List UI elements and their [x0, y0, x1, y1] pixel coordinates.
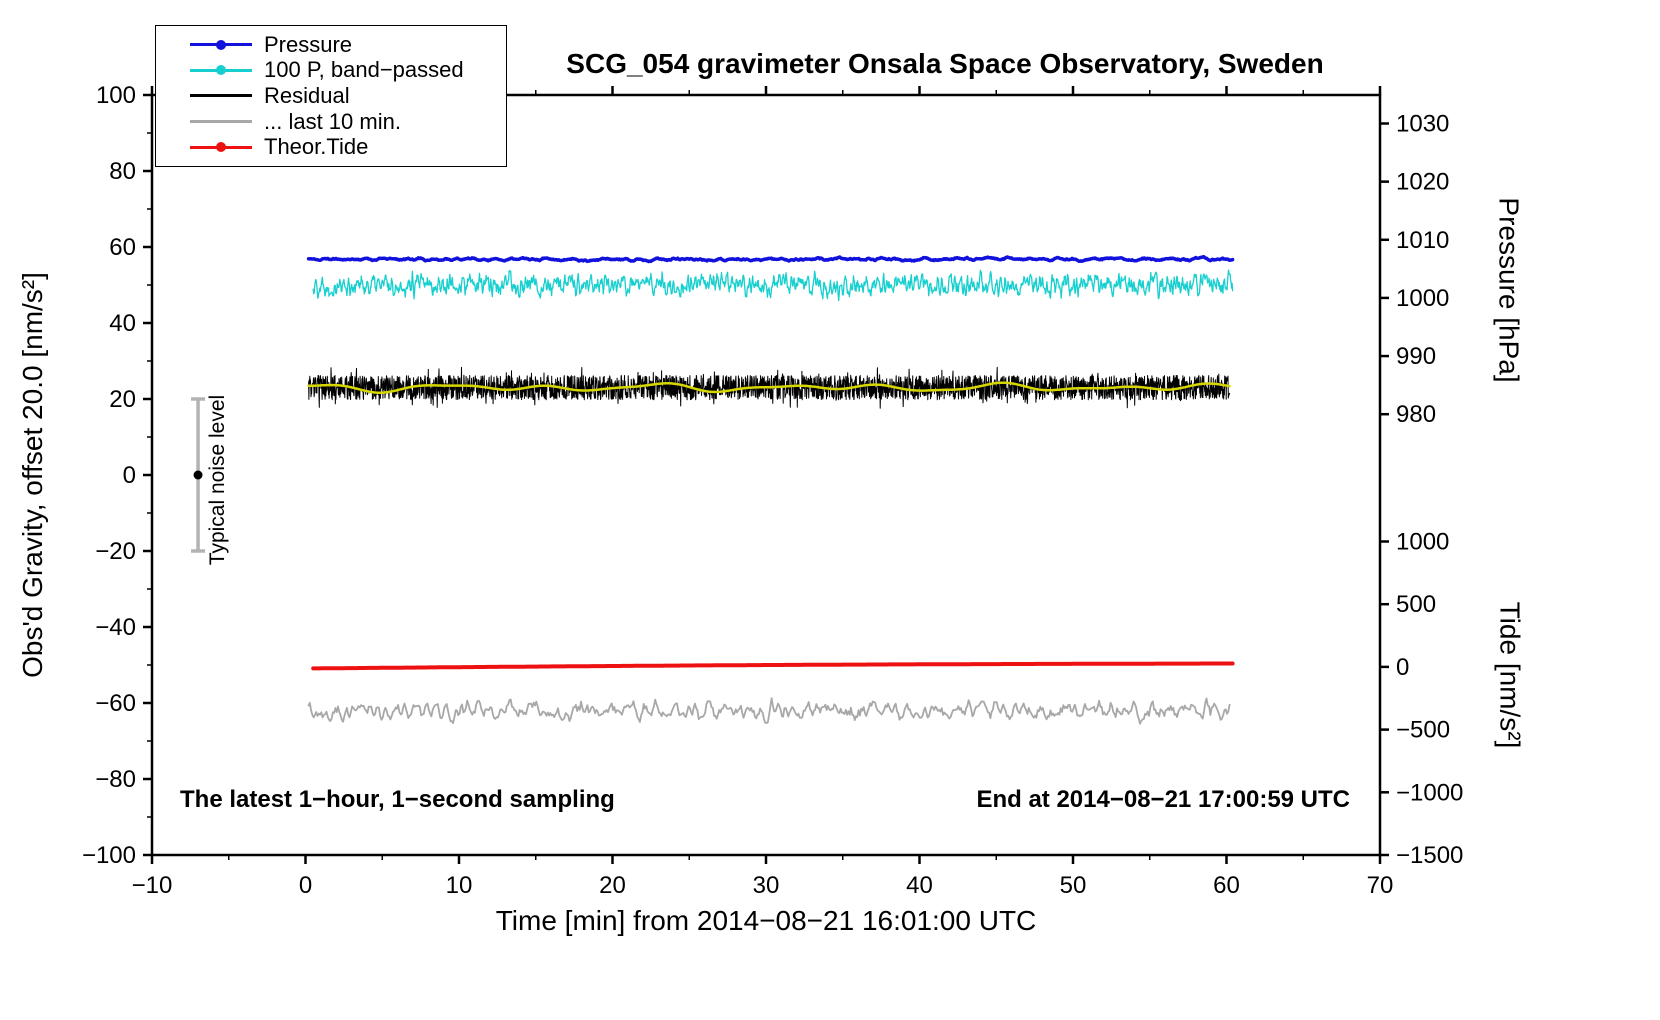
svg-text:70: 70	[1367, 872, 1394, 899]
legend-symbol-line	[190, 116, 252, 127]
svg-text:−1000: −1000	[1396, 779, 1463, 806]
annotation-sampling: The latest 1−hour, 1−second sampling	[180, 786, 615, 813]
legend: Pressure 100 P, band−passed Residual... la…	[155, 25, 507, 167]
plot-frame	[150, 93, 1382, 857]
svg-text:0: 0	[123, 462, 136, 489]
legend-item: ... last 10 min.	[190, 108, 506, 134]
svg-text:−80: −80	[95, 766, 136, 793]
x-axis: −10 0 10 20 30 40 50 60 70	[132, 86, 1394, 899]
annotation-end-time: End at 2014−08−21 17:00:59 UTC	[976, 786, 1350, 813]
pressure-axis: 1030 1020 1010 1000 990 980	[1380, 111, 1449, 428]
legend-symbol-dot	[216, 39, 226, 50]
svg-text:−40: −40	[95, 614, 136, 641]
legend-item-label: Residual	[264, 82, 350, 108]
svg-text:20: 20	[109, 386, 136, 413]
tide-axis: 1000 500 0 −500 −1000 −1500	[1380, 529, 1463, 869]
svg-text:1000: 1000	[1396, 529, 1449, 556]
noise-level-label: Typical noise level	[206, 394, 230, 566]
svg-text:40: 40	[906, 872, 933, 899]
legend-item-label: Pressure	[264, 31, 353, 57]
legend-symbol-line	[190, 142, 252, 153]
legend-symbol-line	[190, 39, 252, 50]
svg-text:20: 20	[599, 872, 626, 899]
svg-text:990: 990	[1396, 343, 1436, 370]
y-axis-label-left: Obs'd Gravity, offset 20.0 [nm/s²]	[17, 272, 49, 678]
legend-symbol-line	[190, 90, 252, 101]
y-axis-label-left-box: Obs'd Gravity, offset 20.0 [nm/s²]	[2, 95, 64, 855]
svg-text:1020: 1020	[1396, 169, 1449, 196]
legend-item-label: 100 P, band−passed	[264, 57, 464, 83]
svg-text:50: 50	[1060, 872, 1087, 899]
svg-text:−10: −10	[132, 872, 173, 899]
tide-axis-label: Tide [nm/s²]	[1494, 601, 1525, 749]
series-residual	[308, 366, 1231, 409]
legend-item-label: ... last 10 min.	[264, 108, 401, 134]
x-axis-label: Time [min] from 2014−08−21 16:01:00 UTC	[495, 905, 1037, 936]
svg-text:60: 60	[109, 234, 136, 261]
svg-text:−500: −500	[1396, 717, 1450, 744]
series-theor-tide	[311, 661, 1235, 671]
svg-text:1000: 1000	[1396, 285, 1449, 312]
tide-axis-label-box: Tide [nm/s²]	[1478, 490, 1540, 860]
svg-text:0: 0	[299, 872, 312, 899]
legend-item: Residual	[190, 82, 506, 108]
svg-text:0: 0	[1396, 654, 1409, 681]
series--last-10-min-	[307, 697, 1231, 725]
noise-level-label-box: Typical noise level	[196, 385, 240, 575]
svg-text:40: 40	[109, 310, 136, 337]
svg-text:60: 60	[1213, 872, 1240, 899]
svg-text:−100: −100	[82, 842, 136, 869]
svg-text:500: 500	[1396, 591, 1436, 618]
legend-item: Theor.Tide	[190, 135, 506, 159]
svg-text:−60: −60	[95, 690, 136, 717]
svg-text:80: 80	[109, 158, 136, 185]
svg-text:10: 10	[446, 872, 473, 899]
legend-symbol-dot	[216, 65, 226, 76]
pressure-axis-label-box: Pressure [hPa]	[1478, 95, 1540, 485]
legend-item: 100 P, band−passed	[190, 58, 506, 82]
legend-item-label: Theor.Tide	[264, 134, 369, 160]
series-pressure	[306, 254, 1235, 264]
svg-text:1030: 1030	[1396, 111, 1449, 138]
legend-symbol-dot	[216, 142, 226, 153]
series-residual-smoothed	[307, 381, 1231, 394]
series-100-p-band-passed	[312, 269, 1234, 302]
svg-text:−20: −20	[95, 538, 136, 565]
legend-symbol-line	[190, 65, 252, 76]
y-axis-left: −100 −80 −60 −40 −20 0 20 40 60 80 100	[82, 82, 152, 869]
svg-text:1010: 1010	[1396, 227, 1449, 254]
noise-level-marker	[191, 397, 206, 553]
pressure-axis-label: Pressure [hPa]	[1494, 197, 1526, 383]
svg-text:−1500: −1500	[1396, 842, 1463, 869]
svg-text:100: 100	[96, 82, 136, 109]
svg-text:980: 980	[1396, 401, 1436, 428]
legend-item: Pressure	[190, 31, 506, 57]
svg-text:30: 30	[753, 872, 780, 899]
chart-title: SCG_054 gravimeter Onsala Space Observat…	[566, 48, 1324, 79]
